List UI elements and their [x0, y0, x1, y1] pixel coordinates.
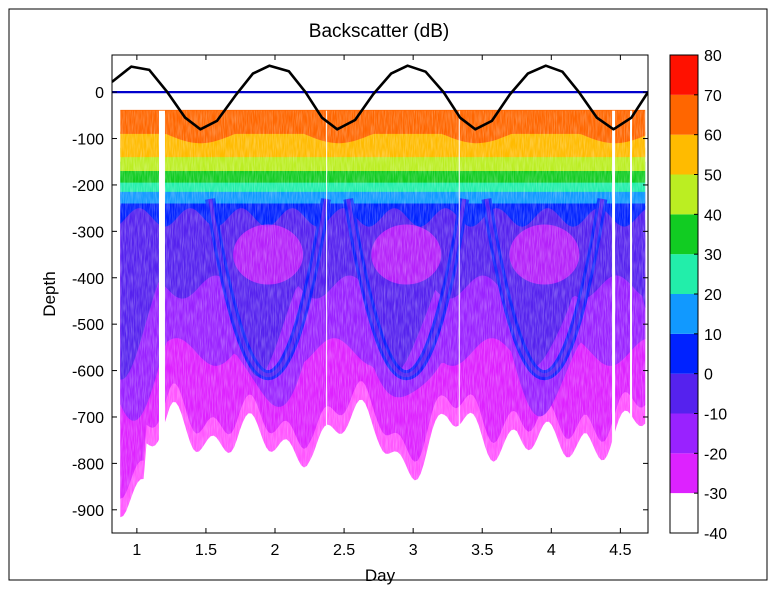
colorbar-segment-8: [670, 174, 698, 215]
x-axis-label: Day: [365, 566, 396, 585]
colorbar-label-0: -40: [704, 526, 727, 543]
plot-area: [112, 55, 648, 533]
diel-cycle-line: [112, 64, 648, 131]
y-tick-label-2: -200: [72, 178, 104, 195]
colorbar-label-6: 20: [704, 287, 722, 304]
colorbar-label-2: -20: [704, 446, 727, 463]
colorbar-label-9: 50: [704, 168, 722, 185]
plot-frame: [111, 54, 649, 534]
colorbar-segment-3: [670, 373, 698, 414]
y-axis: 0 -100 -200 -300 -400 -500 -600 -700 -800 -900: [72, 85, 648, 520]
y-tick-label-8: -800: [72, 456, 104, 473]
speckle-texture: [112, 110, 648, 510]
colorbar-segment-bottom: [670, 493, 698, 533]
colorbar-label-5: 10: [704, 327, 722, 344]
colorbar-segment-5: [670, 294, 698, 334]
colorbar-label-3: -10: [704, 407, 727, 424]
colorbar-segment-11: [670, 55, 698, 95]
x-tick-label-3: 2.5: [333, 542, 355, 559]
y-axis-label: Depth: [40, 271, 59, 316]
data-gap-0: [158, 110, 165, 510]
x-tick-label-0: 1: [132, 542, 141, 559]
colorbar-label-1: -30: [704, 486, 727, 503]
colorbar-label-12: 80: [704, 48, 722, 65]
x-tick-label-5: 3.5: [471, 542, 493, 559]
backscatter-field: [112, 109, 648, 529]
y-tick-label-7: -700: [72, 410, 104, 427]
chart-title: Backscatter (dB): [309, 21, 449, 42]
data-gap-1: [326, 110, 328, 510]
y-tick-label-4: -400: [72, 271, 104, 288]
y-tick-label-3: -300: [72, 224, 104, 241]
x-axis: 1 1.5 2 2.5 3 3.5 4 4.5: [132, 55, 632, 559]
x-tick-label-6: 4: [547, 542, 556, 559]
colorbar-segment-2: [670, 413, 698, 454]
colorbar-segment-1: [670, 453, 698, 494]
above-data-region: [112, 55, 648, 110]
y-tick-label-1: -100: [72, 132, 104, 149]
colorbar-label-8: 40: [704, 207, 722, 224]
x-tick-label-1: 1.5: [195, 542, 217, 559]
colorbar-segment-10: [670, 94, 698, 135]
colorbar: -40 -30 -20 -10 0 10 20 30 40 50 60 70 80: [669, 48, 727, 543]
x-tick-label-4: 3: [409, 542, 418, 559]
y-tick-label-5: -500: [72, 317, 104, 334]
data-gap-3: [612, 110, 616, 510]
colorbar-segment-6: [670, 254, 698, 294]
colorbar-label-11: 70: [704, 88, 722, 105]
colorbar-segment-7: [670, 214, 698, 255]
colorbar-segment-9: [670, 134, 698, 175]
colorbar-label-10: 60: [704, 128, 722, 145]
y-tick-label-9: -900: [72, 503, 104, 520]
colorbar-segment-4: [670, 333, 698, 374]
x-tick-label-7: 4.5: [609, 542, 631, 559]
colorbar-label-7: 30: [704, 247, 722, 264]
colorbar-label-4: 0: [704, 367, 713, 384]
data-gap-4: [630, 110, 633, 510]
y-tick-label-0: 0: [95, 85, 104, 102]
data-gaps: [112, 55, 648, 510]
data-gap-2: [458, 110, 460, 510]
x-tick-label-2: 2: [271, 542, 280, 559]
y-tick-label-6: -600: [72, 364, 104, 381]
